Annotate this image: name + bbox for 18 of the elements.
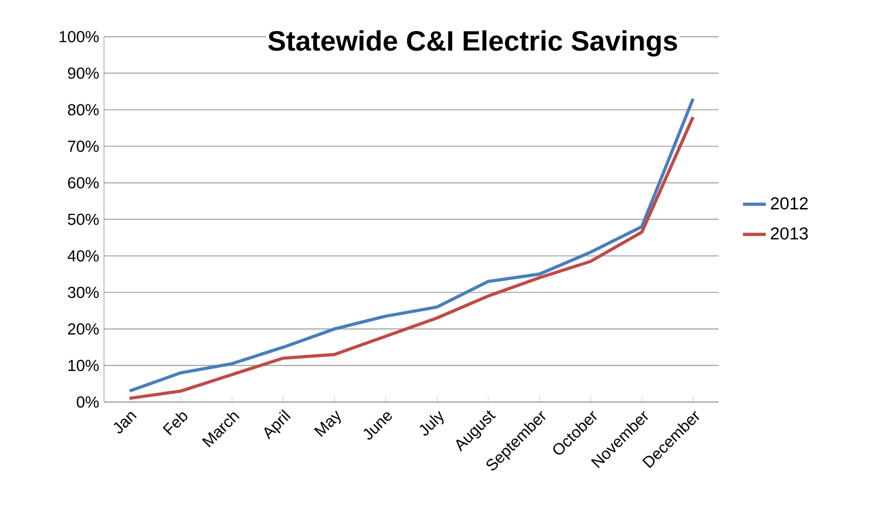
y-tick-label: 10% xyxy=(68,360,99,372)
y-tick-label: 80% xyxy=(68,104,99,116)
x-tick-label: May xyxy=(314,410,341,437)
legend-label: 2013 xyxy=(770,227,808,240)
y-tick-label: 30% xyxy=(68,286,99,298)
y-tick-label: 40% xyxy=(68,250,99,262)
chart-title: Statewide C&I Electric Savings xyxy=(268,30,678,56)
y-tick-label: 70% xyxy=(68,140,99,152)
y-tick-label: 100% xyxy=(60,31,99,42)
legend-label: 2012 xyxy=(770,197,808,210)
y-tick-label: 50% xyxy=(68,214,99,225)
y-tick-label: 60% xyxy=(68,177,99,188)
x-tick-label: July xyxy=(420,410,444,436)
x-tick-label: Jan xyxy=(114,412,137,434)
y-tick-label: 0% xyxy=(76,396,99,408)
y-tick-label: 90% xyxy=(68,68,99,79)
x-tick-label: Feb xyxy=(162,412,188,436)
y-tick-label: 20% xyxy=(68,323,99,335)
